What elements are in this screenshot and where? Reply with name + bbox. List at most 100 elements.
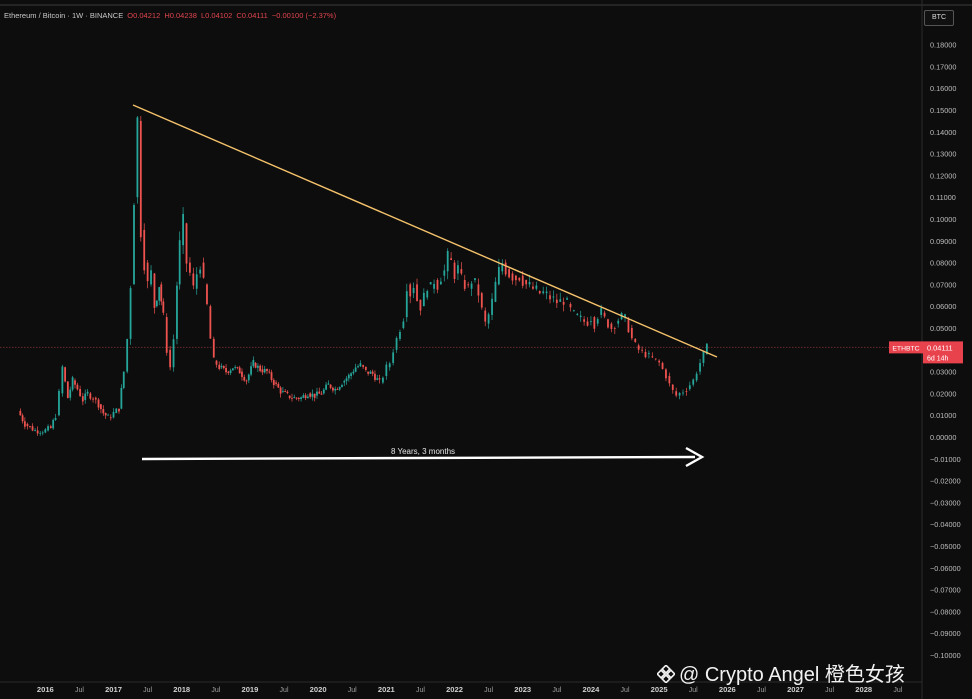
y-tick-label: 0.17000 <box>930 62 956 71</box>
candle-body <box>637 345 640 350</box>
candle-body <box>89 393 92 399</box>
candle-body <box>630 328 633 339</box>
watermark-text: @ Crypto Angel 橙色女孩 <box>679 664 905 686</box>
candle-body <box>277 383 280 388</box>
candle-body <box>518 277 521 281</box>
change-value: −0.00100 (−2.37%) <box>271 11 337 20</box>
candle-body <box>66 381 69 399</box>
candle-body <box>245 380 248 382</box>
candle-body <box>341 385 343 388</box>
candle-body <box>654 358 657 360</box>
candle-body <box>118 408 120 412</box>
candle-body <box>206 284 208 305</box>
candle-body <box>222 366 225 368</box>
candle-body <box>94 397 97 400</box>
candle-body <box>362 365 365 367</box>
candle-body <box>126 339 129 372</box>
candle-body <box>436 280 439 290</box>
candle-body <box>382 377 384 383</box>
candle-body <box>699 363 701 372</box>
candle-body <box>566 298 568 300</box>
x-tick-label: Jul <box>416 687 425 694</box>
candle-body <box>79 389 82 397</box>
candle-body <box>23 421 26 427</box>
candle-body <box>36 430 39 434</box>
trendline <box>132 104 718 358</box>
candle-body <box>320 393 323 395</box>
y-tick-label: −0.03000 <box>930 498 961 507</box>
candle-body <box>318 391 321 394</box>
candle-body <box>209 306 212 339</box>
candle-body <box>212 338 215 358</box>
x-tick-label: Jul <box>893 687 902 694</box>
candle-body <box>634 338 637 342</box>
candle-body <box>109 417 112 419</box>
candle-body <box>405 291 408 318</box>
candle-body <box>474 278 476 281</box>
candle-body <box>371 371 374 374</box>
x-tick-label: 2027 <box>787 685 804 694</box>
candle-body <box>256 365 259 368</box>
candle-body <box>590 321 592 322</box>
candle-body <box>229 370 232 373</box>
y-tick-label: 0.11000 <box>930 193 956 202</box>
candle-body <box>31 426 34 431</box>
candle-body <box>155 300 158 307</box>
open-value: O0.04212 <box>127 11 161 20</box>
candle-body <box>133 205 135 285</box>
candle-body <box>270 372 273 380</box>
candle-body <box>426 291 429 298</box>
candle-body <box>266 368 268 372</box>
candle-body <box>357 366 359 368</box>
candle-body <box>52 419 55 429</box>
candle-body <box>26 423 29 427</box>
candle-body <box>316 391 318 396</box>
y-tick-label: 0.00000 <box>930 433 956 442</box>
candle-body <box>345 378 348 381</box>
symbol-header: Ethereum / Bitcoin · 1W · BINANCE O0.042… <box>4 11 336 20</box>
candle-body <box>422 292 425 307</box>
x-tick-label: 2028 <box>855 685 872 694</box>
x-tick-label: Jul <box>757 687 766 694</box>
candle-body <box>617 320 620 324</box>
candle-body <box>86 391 89 394</box>
candle-body <box>172 339 175 368</box>
candle-body <box>661 362 664 369</box>
currency-button[interactable]: BTC <box>924 10 954 26</box>
candle-body <box>695 373 698 381</box>
candle-body <box>268 371 271 373</box>
candle-body <box>76 384 79 390</box>
x-tick-label: Jul <box>211 687 220 694</box>
candle-body <box>218 364 221 369</box>
duration-arrow-shaft <box>141 455 696 461</box>
candle-body <box>688 385 691 390</box>
candle-body <box>419 299 422 311</box>
candle-body <box>195 274 198 289</box>
candle-body <box>336 389 339 390</box>
x-tick-label: Jul <box>484 687 493 694</box>
candle-body <box>176 285 178 339</box>
candle-body <box>692 379 695 385</box>
candle-body <box>446 251 449 272</box>
candle-body <box>279 387 282 394</box>
candle-body <box>549 295 551 300</box>
candle-body <box>395 338 398 350</box>
x-tick-label: Jul <box>143 687 152 694</box>
y-tick-label: 0.05000 <box>930 324 956 333</box>
close-value: C0.04111 <box>236 11 268 20</box>
candle-body <box>74 380 76 385</box>
candle-body <box>71 377 74 390</box>
x-tick-label: 2026 <box>719 685 736 694</box>
y-tick-label: −0.01000 <box>930 455 961 464</box>
candle-body <box>705 343 708 355</box>
candle-body <box>49 426 52 428</box>
candle-body <box>189 262 191 273</box>
candle-body <box>107 414 109 416</box>
candle-body <box>491 298 493 315</box>
candle-body <box>158 287 161 301</box>
y-tick-label: −0.02000 <box>930 477 961 486</box>
candle-body <box>182 213 184 246</box>
